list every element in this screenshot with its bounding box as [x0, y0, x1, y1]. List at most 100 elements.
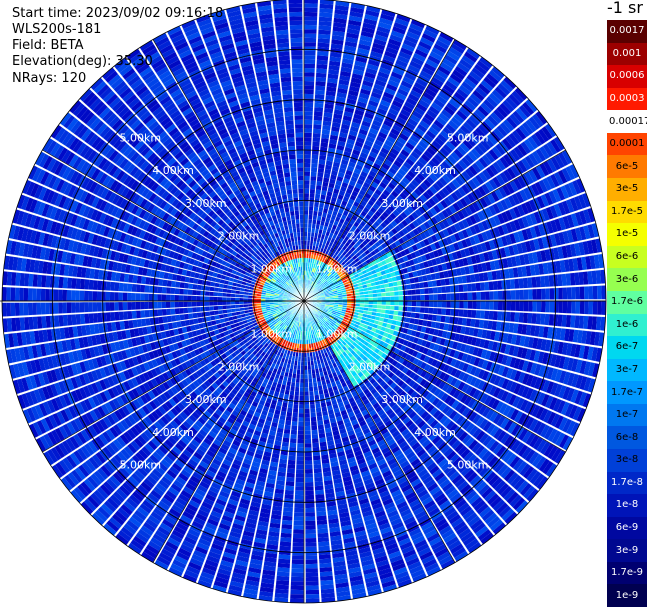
ppi-cell	[312, 245, 316, 251]
ppi-cell	[325, 195, 332, 201]
ppi-cell	[407, 289, 412, 295]
ppi-cell	[492, 176, 502, 188]
ppi-cell	[384, 50, 397, 59]
ppi-cell	[448, 277, 455, 285]
ppi-cell	[329, 52, 342, 58]
ppi-cell	[413, 176, 423, 185]
ppi-cell	[424, 267, 431, 275]
ppi-cell	[313, 289, 318, 293]
ppi-cell	[463, 195, 472, 206]
ppi-cell	[420, 301, 425, 307]
ppi-cell	[324, 168, 331, 175]
ppi-cell	[477, 380, 486, 390]
ppi-cell	[369, 265, 375, 271]
ppi-cell	[340, 268, 346, 273]
ppi-cell	[281, 441, 290, 447]
ppi-cell	[372, 119, 382, 128]
ppi-cell	[313, 288, 317, 293]
ppi-cell	[340, 186, 347, 192]
ppi-cell	[528, 199, 538, 212]
ppi-cell	[401, 242, 408, 250]
ppi-cell	[315, 279, 320, 284]
ppi-cell	[469, 425, 479, 436]
ppi-cell	[388, 193, 396, 202]
ppi-cell	[402, 188, 411, 197]
ppi-cell	[414, 312, 420, 319]
ppi-cell	[456, 342, 463, 351]
ppi-cell	[304, 72, 315, 77]
ppi-cell	[317, 532, 329, 538]
ppi-cell	[493, 226, 501, 238]
ppi-cell	[483, 272, 489, 281]
ppi-cell	[549, 301, 555, 313]
ppi-cell	[390, 301, 395, 306]
ppi-cell	[454, 176, 464, 186]
ppi-cell	[401, 227, 409, 235]
ppi-cell	[561, 314, 567, 327]
ppi-cell	[493, 301, 499, 310]
ppi-cell	[361, 26, 375, 34]
ppi-cell	[335, 262, 341, 268]
ppi-cell	[304, 188, 310, 194]
ppi-cell	[311, 158, 318, 164]
ppi-cell	[543, 160, 554, 175]
ppi-cell	[353, 168, 362, 175]
ppi-cell	[380, 63, 393, 71]
ppi-cell	[442, 126, 454, 137]
ppi-cell	[392, 265, 399, 272]
ppi-cell	[466, 336, 473, 345]
ppi-cell	[453, 222, 462, 232]
ppi-cell	[519, 289, 524, 300]
ppi-cell	[474, 273, 480, 282]
ppi-cell	[304, 266, 306, 271]
ppi-cell	[430, 123, 442, 133]
ppi-cell	[435, 360, 442, 369]
ppi-cell	[304, 11, 318, 17]
ppi-cell	[430, 234, 438, 243]
ppi-cell	[443, 105, 455, 116]
ppi-cell	[511, 130, 523, 143]
ppi-cell	[524, 240, 532, 253]
ppi-cell	[342, 250, 347, 256]
ppi-cell	[400, 80, 413, 89]
ppi-cell	[394, 291, 399, 296]
ppi-cell	[555, 432, 566, 447]
ppi-cell	[449, 349, 456, 358]
ppi-cell	[305, 568, 319, 573]
ppi-cell	[357, 132, 367, 140]
ppi-cell	[476, 347, 484, 358]
ppi-cell	[309, 399, 315, 405]
ppi-cell	[342, 230, 349, 236]
ppi-cell	[412, 357, 420, 365]
ppi-cell	[390, 178, 399, 187]
ppi-cell	[328, 280, 333, 285]
ppi-cell	[341, 320, 347, 325]
ppi-cell	[470, 365, 478, 376]
ppi-cell	[310, 171, 317, 177]
ppi-cell	[380, 326, 387, 332]
ppi-cell	[497, 225, 505, 236]
ppi-cell	[389, 286, 394, 292]
ppi-cell	[333, 17, 347, 24]
ppi-cell	[453, 232, 461, 242]
ppi-cell	[363, 18, 378, 26]
ppi-cell	[381, 296, 386, 301]
ppi-cell	[424, 200, 433, 209]
ppi-cell	[324, 282, 329, 286]
ppi-cell	[393, 22, 408, 31]
ppi-cell	[436, 248, 444, 257]
ppi-cell	[305, 262, 308, 267]
ppi-cell	[354, 265, 360, 271]
ppi-cell	[345, 36, 358, 44]
ppi-cell	[337, 326, 343, 331]
ppi-cell	[453, 212, 462, 222]
ppi-cell	[392, 281, 398, 287]
ppi-cell	[542, 143, 554, 158]
ppi-cell	[305, 594, 320, 599]
ppi-cell	[326, 277, 331, 282]
ppi-cell	[490, 191, 500, 202]
ppi-cell	[475, 310, 481, 319]
ppi-cell	[329, 134, 338, 141]
ppi-cell	[549, 234, 557, 247]
ppi-cell	[312, 272, 315, 277]
